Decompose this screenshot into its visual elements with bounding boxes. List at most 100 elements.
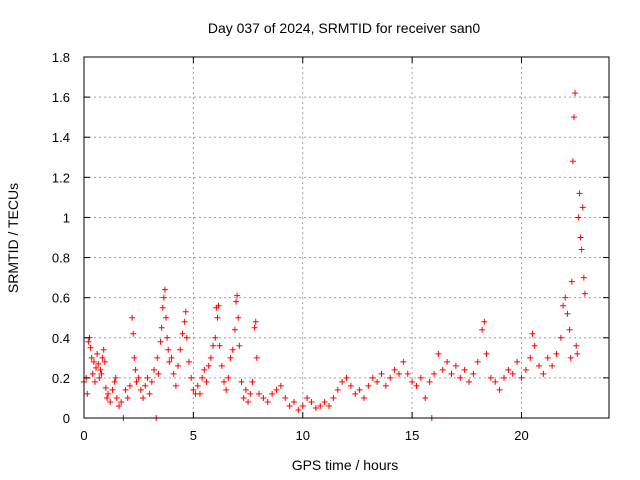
data-point — [218, 362, 225, 369]
data-point — [112, 374, 119, 381]
data-point — [260, 394, 267, 401]
data-point — [312, 404, 319, 411]
data-point — [479, 326, 486, 333]
data-point — [536, 362, 542, 369]
data-point — [179, 330, 186, 337]
data-point — [577, 234, 584, 241]
data-point — [461, 366, 468, 373]
data-point — [233, 298, 240, 305]
data-point — [177, 346, 184, 353]
data-point — [159, 304, 166, 311]
data-point — [170, 370, 177, 377]
data-point — [109, 386, 116, 393]
data-point — [225, 374, 232, 381]
data-point — [576, 190, 583, 197]
data-point — [439, 366, 446, 373]
data-point — [216, 342, 223, 349]
data-point — [168, 354, 175, 361]
data-point — [317, 402, 324, 409]
data-point — [105, 390, 112, 397]
data-point — [466, 378, 472, 385]
data-point — [133, 378, 140, 385]
data-point — [572, 90, 579, 97]
data-point — [256, 390, 262, 397]
data-point — [199, 374, 206, 381]
data-point — [295, 406, 302, 413]
data-point — [571, 114, 577, 121]
data-point — [155, 370, 162, 377]
y-tick-label: 0 — [63, 411, 70, 426]
data-point — [175, 362, 182, 369]
data-point — [160, 294, 167, 301]
data-point — [413, 382, 420, 389]
x-tick-label: 15 — [405, 428, 419, 443]
data-point — [369, 374, 376, 381]
data-point — [102, 384, 109, 391]
data-point — [253, 354, 260, 361]
plot-frame — [83, 56, 610, 419]
x-tick-label: 10 — [296, 428, 310, 443]
data-point — [100, 346, 107, 353]
data-point — [273, 386, 280, 393]
y-tick-label: 0.4 — [52, 331, 70, 346]
data-point — [264, 398, 271, 405]
data-point — [194, 382, 201, 389]
data-points — [81, 90, 588, 421]
data-point — [132, 366, 139, 373]
data-point — [113, 394, 120, 401]
gridlines — [84, 57, 609, 418]
data-point — [166, 358, 173, 365]
data-point — [124, 394, 131, 401]
data-point — [182, 308, 189, 315]
data-point — [212, 334, 219, 341]
data-point — [101, 358, 108, 365]
data-point — [151, 366, 157, 373]
y-tick-label: 0.6 — [52, 291, 70, 306]
data-point — [251, 324, 258, 331]
data-point — [387, 374, 394, 381]
x-tick-label: 0 — [80, 428, 87, 443]
data-point — [186, 358, 192, 365]
data-point — [579, 204, 586, 211]
data-point — [183, 334, 190, 341]
data-point — [339, 378, 346, 385]
data-point — [566, 326, 573, 333]
data-point — [172, 382, 179, 389]
data-point — [496, 386, 503, 393]
data-point — [378, 370, 385, 377]
data-point — [417, 374, 424, 381]
data-point — [236, 342, 243, 349]
data-point — [426, 378, 433, 385]
y-tick-label: 1 — [63, 210, 70, 225]
data-point — [514, 358, 521, 365]
data-point — [205, 362, 212, 369]
data-point — [157, 338, 164, 345]
y-tick-label: 1.4 — [52, 130, 70, 145]
data-point — [111, 378, 118, 385]
data-point — [165, 346, 172, 353]
y-tick-label: 1.6 — [52, 90, 70, 105]
data-point — [505, 366, 512, 373]
data-point — [396, 370, 402, 377]
data-point — [564, 310, 571, 317]
data-point — [581, 290, 588, 297]
data-point — [227, 354, 234, 361]
data-point — [277, 382, 284, 389]
data-point — [544, 354, 551, 361]
data-point — [286, 402, 293, 409]
data-point — [154, 354, 161, 361]
data-point — [518, 374, 525, 381]
data-point — [144, 374, 151, 381]
data-point — [343, 374, 350, 381]
data-point — [540, 370, 547, 377]
data-point — [435, 350, 442, 357]
data-point — [374, 378, 381, 385]
data-point — [96, 374, 103, 381]
data-point — [142, 382, 149, 389]
data-point — [409, 378, 416, 385]
data-point — [356, 386, 363, 393]
y-tick-label: 1.2 — [52, 170, 70, 185]
data-point — [522, 366, 529, 373]
data-point — [553, 350, 560, 357]
data-point — [126, 382, 133, 389]
